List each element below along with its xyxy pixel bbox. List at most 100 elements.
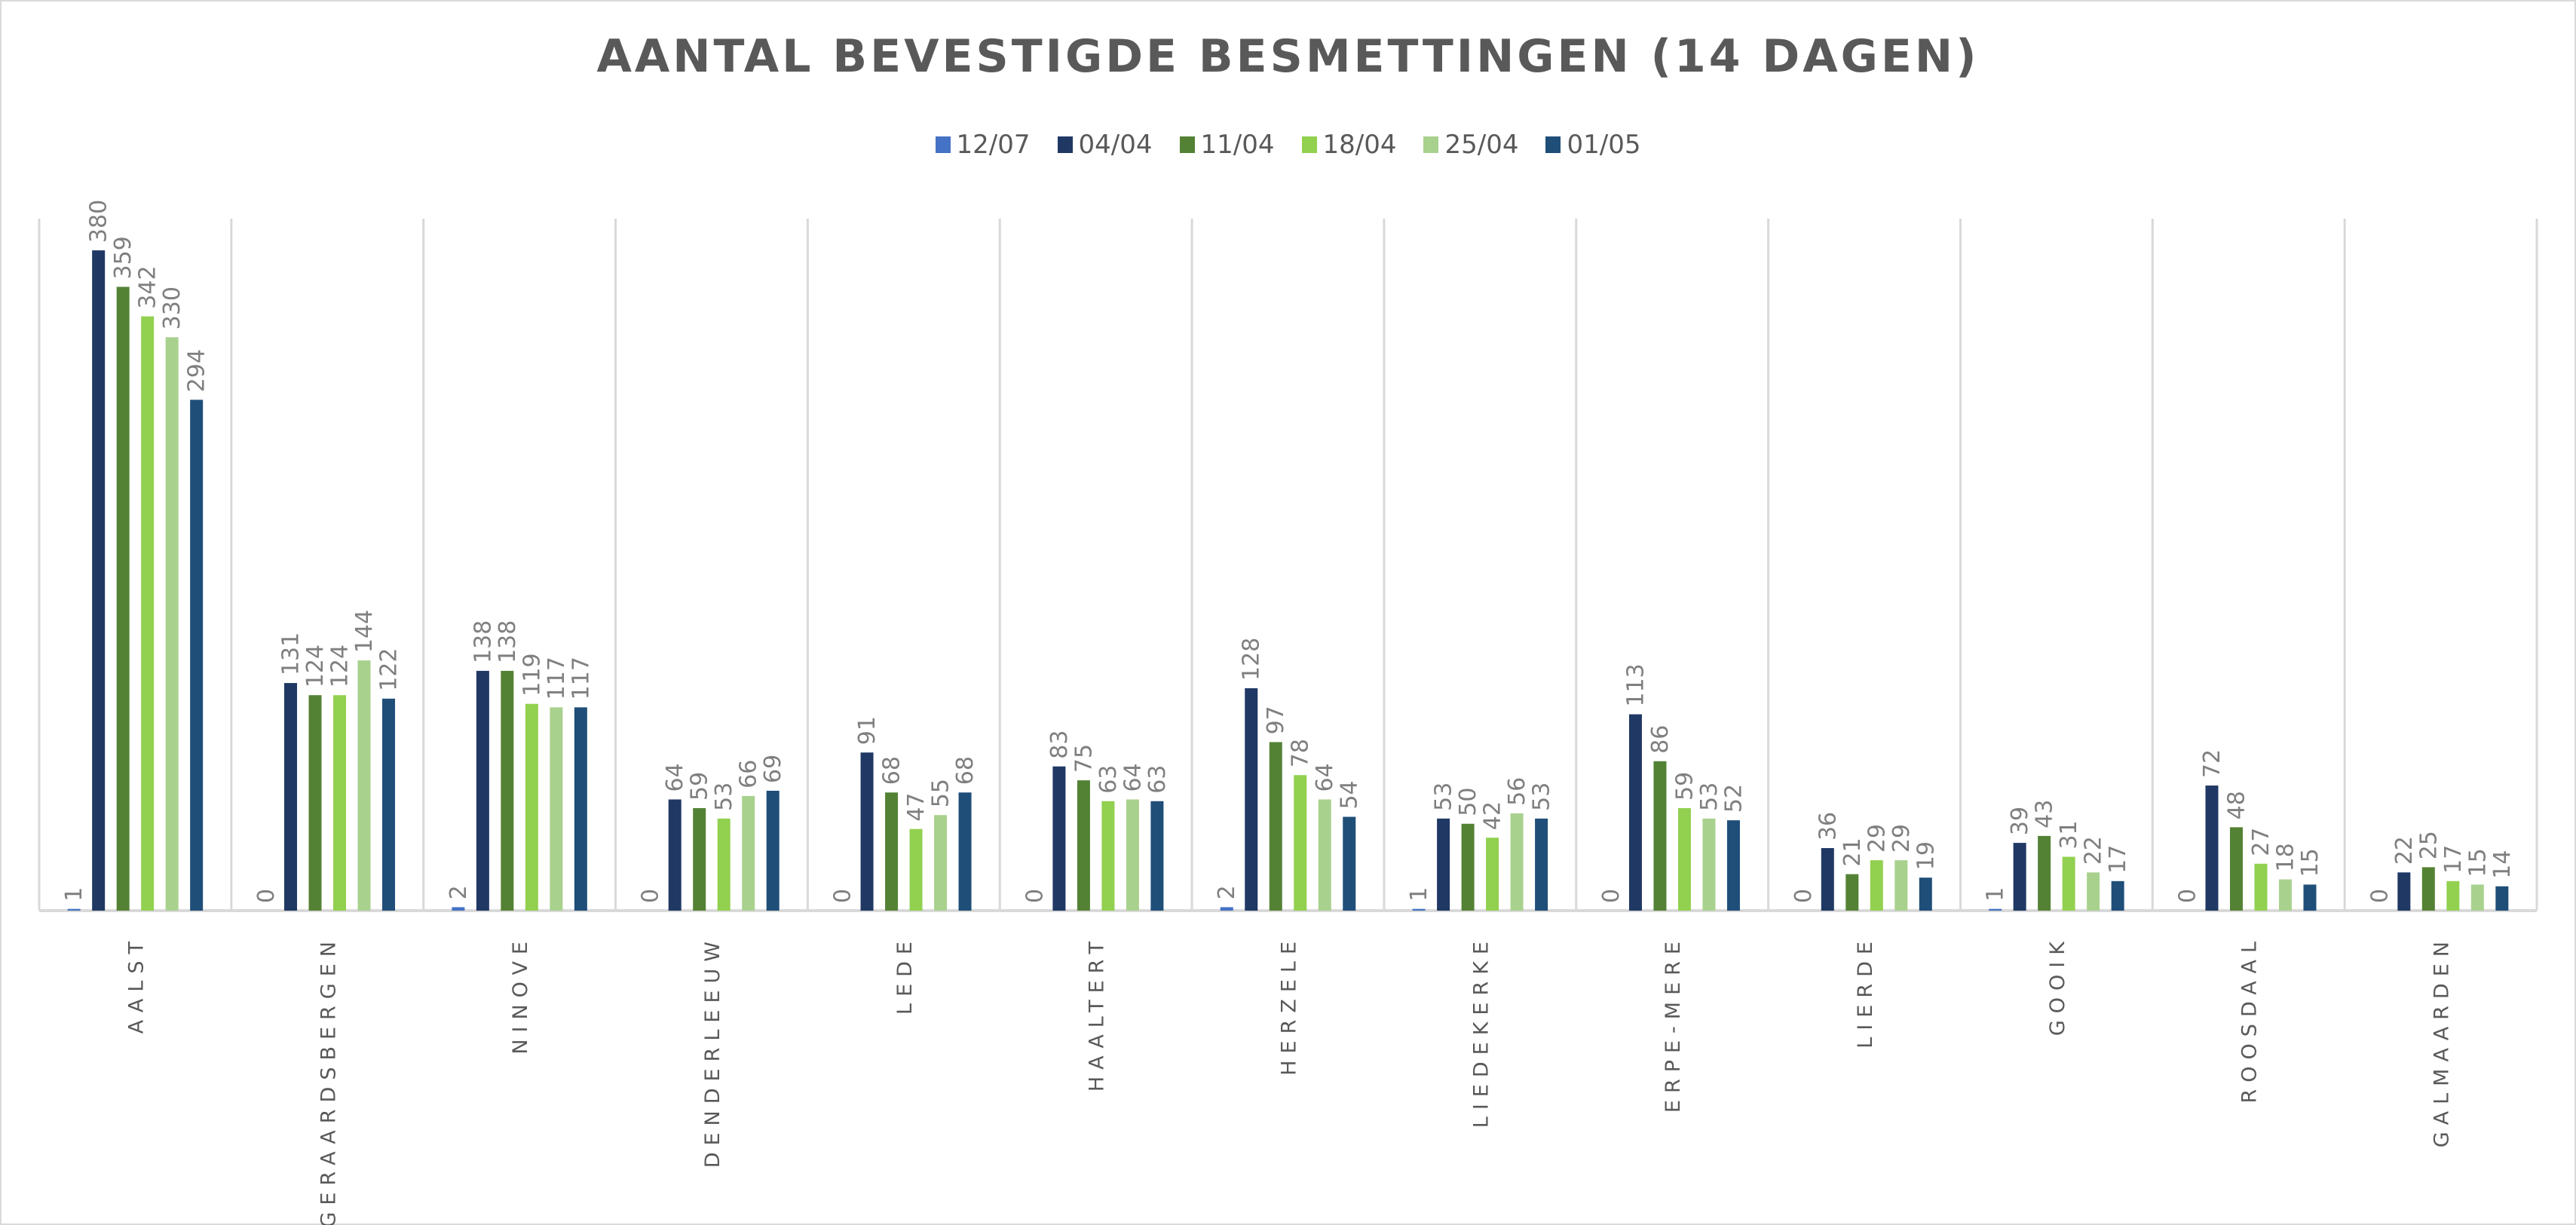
bar: [357, 660, 371, 911]
data-label: 97: [1263, 706, 1289, 734]
legend-item: 04/04: [1057, 130, 1153, 160]
bar: [574, 707, 587, 911]
data-label: 59: [687, 772, 713, 801]
category-label: HAALTERT: [1086, 935, 1109, 1092]
data-label: 78: [1288, 739, 1314, 767]
bar: [2421, 867, 2435, 911]
category-label: NINOVE: [509, 935, 532, 1055]
bar: [116, 286, 130, 911]
bar: [382, 698, 396, 911]
data-label: 119: [519, 653, 545, 696]
data-label: 91: [854, 716, 881, 745]
bar: [885, 792, 899, 911]
bar: [1150, 801, 1164, 911]
data-label: 128: [1239, 638, 1265, 681]
data-label: 342: [135, 265, 161, 308]
bar: [860, 752, 874, 911]
bar: [2062, 856, 2075, 911]
bar: [693, 808, 706, 911]
data-label: 47: [903, 792, 930, 821]
bar: [1318, 799, 1331, 911]
category-label: DENDERLEEUW: [701, 935, 724, 1168]
data-label: 15: [2464, 848, 2491, 877]
bar: [2205, 786, 2219, 911]
data-label: 0: [1790, 889, 1817, 903]
data-label: 66: [736, 760, 762, 789]
data-label: 64: [662, 763, 688, 792]
category-label: GALMAARDEN: [2431, 935, 2454, 1147]
data-label: 1: [61, 887, 87, 902]
bar: [333, 695, 347, 911]
category-label: LEDE: [893, 935, 917, 1015]
legend-swatch: [1423, 136, 1439, 153]
data-label: 27: [2248, 828, 2274, 856]
data-label: 36: [1815, 812, 1841, 841]
data-label: 54: [1337, 780, 1363, 809]
data-label: 17: [2105, 845, 2131, 874]
bar: [1461, 823, 1475, 911]
category-label: ROOSDAAL: [2238, 935, 2262, 1103]
bar: [1437, 818, 1450, 911]
bar: [2303, 884, 2317, 911]
data-label: 14: [2489, 850, 2516, 879]
data-label: 0: [253, 889, 280, 903]
data-label: 17: [2440, 845, 2467, 874]
legend-item: 12/07: [935, 130, 1031, 160]
data-label: 15: [2297, 848, 2323, 877]
data-label: 29: [1888, 824, 1915, 853]
legend-swatch: [935, 136, 951, 153]
data-label: 22: [2081, 836, 2107, 865]
legend-item: 25/04: [1423, 130, 1518, 160]
bar: [1628, 714, 1642, 911]
data-label: 144: [351, 610, 378, 653]
data-label: 138: [495, 620, 521, 663]
data-label: 122: [376, 648, 403, 691]
bar: [1726, 820, 1740, 911]
bar: [92, 250, 106, 911]
legend-label: 04/04: [1078, 130, 1153, 160]
data-label: 75: [1071, 744, 1097, 773]
data-label: 124: [327, 645, 354, 688]
bar: [909, 828, 923, 911]
bar: [1989, 908, 2002, 911]
bar: [2254, 863, 2268, 911]
bar: [2111, 880, 2124, 911]
bar: [308, 695, 322, 911]
bar: [1052, 766, 1066, 911]
bar: [165, 337, 179, 911]
data-label: 64: [1120, 763, 1146, 792]
data-label: 330: [159, 286, 185, 329]
bar: [766, 790, 780, 911]
bar: [501, 670, 514, 911]
data-label: 117: [544, 657, 570, 700]
data-label: 42: [1480, 801, 1506, 830]
data-label: 53: [1529, 782, 1555, 811]
bar: [934, 815, 948, 911]
category-label: ERPE-MERE: [1662, 935, 1685, 1113]
data-label: 138: [470, 620, 496, 663]
data-label: 22: [2391, 836, 2418, 865]
data-label: 53: [1696, 782, 1723, 811]
legend-item: 11/04: [1179, 130, 1275, 160]
category-label: GOOIK: [2046, 935, 2069, 1036]
legend-swatch: [1179, 136, 1195, 153]
bar: [958, 792, 972, 911]
data-label: 0: [2366, 889, 2393, 903]
bar: [1894, 860, 1908, 911]
bar: [67, 908, 81, 911]
data-label: 359: [110, 236, 136, 279]
bar: [1821, 848, 1834, 911]
bar: [2397, 872, 2411, 911]
data-label: 18: [2272, 843, 2299, 871]
data-label: 1: [1406, 887, 1432, 902]
data-label: 59: [1671, 772, 1698, 801]
data-label: 52: [1720, 784, 1747, 813]
bar: [525, 703, 538, 911]
legend-label: 25/04: [1444, 130, 1519, 160]
bar: [1294, 775, 1307, 911]
data-label: 294: [184, 349, 210, 392]
legend-swatch: [1545, 136, 1561, 153]
data-label: 1: [1983, 887, 2009, 902]
data-label: 25: [2415, 831, 2442, 859]
